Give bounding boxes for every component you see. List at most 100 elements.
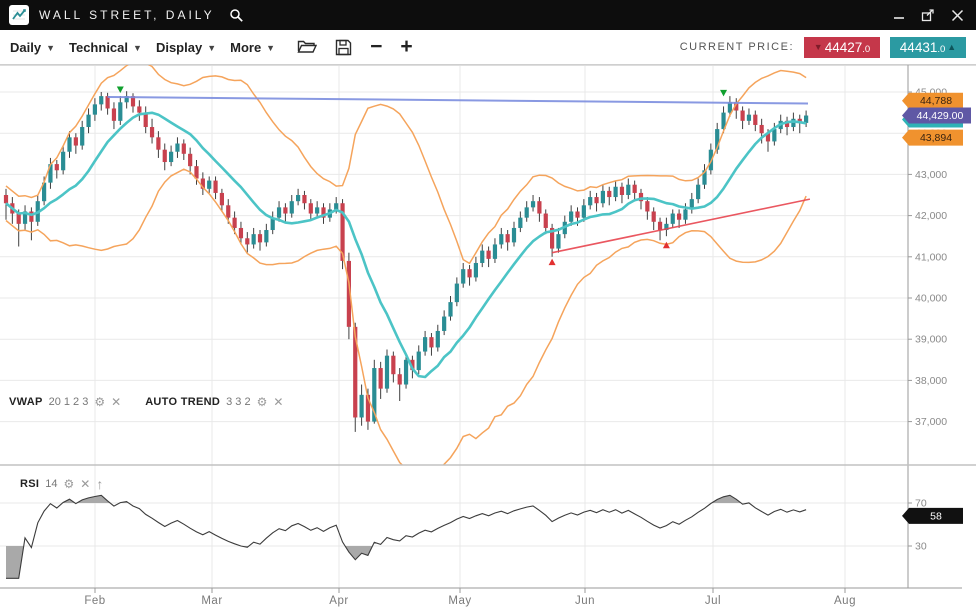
vwap-indicator-label: VWAP [9,396,43,408]
candle [467,269,472,278]
trend-line-support[interactable] [551,198,811,254]
autotrend-settings-gear-icon[interactable]: ⚙ [256,395,268,409]
y-axis-tick-label: 37,000 [915,416,947,428]
candle [670,213,675,224]
zoom-in-button[interactable]: + [400,35,413,58]
zoom-out-button[interactable]: − [370,35,383,58]
vwap-settings-gear-icon[interactable]: ⚙ [94,395,106,409]
candle [200,178,205,189]
signal-marker-down [116,86,124,94]
sell-price-button[interactable]: ▼ 44427 .0 [804,36,880,58]
y-axis-tick-label: 43,000 [915,169,947,181]
candle [575,211,580,218]
rsi-level-label: 70 [915,498,927,510]
price-tag-label: 43,894 [920,132,952,144]
last-price-tag [902,107,971,124]
candle [67,137,72,152]
y-axis-tick-label: 38,000 [915,375,947,387]
candle [162,149,167,163]
candle [137,106,142,113]
menu-more[interactable]: More ▼ [230,40,275,55]
candle [143,112,148,128]
menu-daily[interactable]: Daily ▼ [10,40,55,55]
rsi-expand-arrow-icon[interactable]: ↑ [96,476,104,492]
vwap-line [5,111,807,379]
candle [384,355,390,389]
candle [149,127,155,138]
chart-area[interactable]: 45,00044,00043,00042,00041,00040,00039,0… [0,65,976,608]
candle [111,108,117,121]
menu-technical[interactable]: Technical ▼ [69,40,142,55]
candle [715,129,720,150]
close-button[interactable] [951,5,964,25]
candle [683,209,688,220]
save-icon[interactable] [335,39,352,56]
candle [302,195,307,204]
candle [86,114,91,128]
candle [607,190,612,198]
menu-display-label: Display [155,39,203,55]
candle [581,205,586,218]
search-icon[interactable] [229,8,244,23]
candle [651,211,656,222]
candle [505,234,510,243]
current-price-cluster: CURRENT PRICE: ▼ 44427 .0 44431 .0 ▲ [679,36,976,58]
candle [480,250,485,263]
candle [632,184,637,193]
toolbar: Daily ▼ Technical ▼ Display ▼ More ▼ [0,30,976,65]
rsi-settings-gear-icon[interactable]: ⚙ [63,477,75,491]
autotrend-indicator-params: 3 3 2 [226,396,251,408]
rsi-remove-icon[interactable]: ✕ [80,477,91,491]
candle [238,227,244,239]
candle [315,207,320,214]
candle [784,120,790,128]
app-logo-icon [9,5,29,25]
price-tag-label: 44,429.00 [917,110,964,122]
price-tag-label: 58 [930,510,942,522]
candle [524,207,529,218]
buy-price-value: 44431 [899,39,938,55]
candle [511,227,517,243]
x-axis-month-label: Jun [575,595,595,607]
candle [403,359,409,385]
candle [130,96,136,107]
rsi-indicator-row: RSI 14 ⚙ ✕ ↑ [20,477,103,491]
minimize-button[interactable] [893,5,905,25]
autotrend-remove-icon[interactable]: ✕ [273,395,284,409]
candle [397,374,402,385]
candle [746,114,752,121]
signal-marker-up [548,258,556,266]
candle [251,234,256,245]
candle [765,133,771,142]
candle [740,110,745,121]
title-bar: WALL STREET, DAILY [0,0,976,30]
popout-button[interactable] [921,5,935,25]
signal-marker-up [662,241,670,249]
vwap-remove-icon[interactable]: ✕ [111,395,122,409]
menu-more-label: More [230,39,262,55]
candle [92,104,97,115]
candle [156,137,161,150]
y-axis-tick-label: 40,000 [915,293,947,305]
price-chart-svg: 45,00044,00043,00042,00041,00040,00039,0… [0,65,976,607]
candlestick-series [3,91,809,432]
candle [473,262,478,278]
open-folder-icon[interactable] [297,39,318,55]
rsi-indicator-params: 14 [45,478,58,490]
y-axis-tick-label: 41,000 [915,251,947,263]
candle [543,213,548,228]
rsi-value-tag [902,507,963,524]
candle [61,151,66,171]
last-price-tag [902,129,963,146]
candle [696,184,701,200]
candle [264,230,269,243]
x-axis-month-label: Feb [84,595,105,607]
candle [600,190,605,204]
current-price-label: CURRENT PRICE: [679,41,794,53]
candle [365,394,371,422]
trend-line-resistance[interactable] [107,95,809,105]
buy-price-button[interactable]: 44431 .0 ▲ [890,36,966,58]
candle [308,203,313,214]
menu-display[interactable]: Display ▼ [156,40,216,55]
axes: 45,00044,00043,00042,00041,00040,00039,0… [0,65,976,607]
